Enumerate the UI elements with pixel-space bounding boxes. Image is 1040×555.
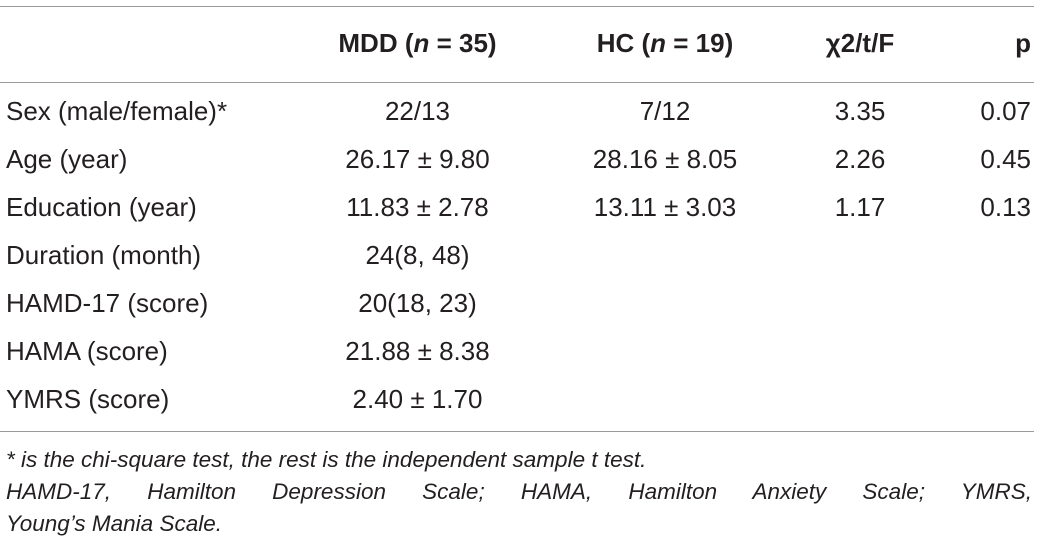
row-label: Sex (male/female)* (6, 96, 228, 126)
cell-p-value (935, 283, 1031, 323)
cell-statistic (785, 283, 935, 323)
table-row: Duration (month) 24(8, 48) (0, 235, 1040, 275)
header-p-value: p (1015, 28, 1031, 58)
cell-hc (545, 331, 785, 371)
table-row: Education (year) 11.83 ± 2.78 13.11 ± 3.03… (0, 187, 1040, 227)
table-row: YMRS (score) 2.40 ± 1.70 (0, 379, 1040, 419)
cell-p-value (935, 331, 1031, 371)
cell-statistic (785, 379, 935, 419)
footnote-abbreviations-cont: Young’s Mania Scale. (6, 511, 222, 536)
cell-p-value: 0.13 (980, 192, 1031, 222)
cell-hc: 7/12 (639, 96, 691, 126)
table-row: Sex (male/female)* 22/13 7/12 3.35 0.07 (0, 91, 1040, 131)
cell-mdd: 26.17 ± 9.80 (345, 144, 490, 174)
cell-p-value: 0.07 (980, 96, 1031, 126)
cell-hc: 13.11 ± 3.03 (593, 192, 737, 222)
cell-p-value (935, 379, 1031, 419)
cell-hc (545, 283, 785, 323)
cell-statistic: 1.17 (834, 192, 886, 222)
cell-mdd: 21.88 ± 8.38 (345, 336, 490, 366)
cell-hc (545, 235, 785, 275)
cell-mdd: 2.40 ± 1.70 (352, 384, 483, 414)
table-row: Age (year) 26.17 ± 9.80 28.16 ± 8.05 2.26 0.… (0, 139, 1040, 179)
table-bottom-rule (0, 431, 1034, 432)
header-hc: HC (n = 19) (596, 28, 734, 58)
row-label: Age (year) (6, 144, 128, 174)
cell-p-value: 0.45 (980, 144, 1031, 174)
cell-statistic: 2.26 (834, 144, 886, 174)
cell-mdd: 24(8, 48) (365, 240, 470, 270)
row-label: Duration (month) (6, 240, 202, 270)
table-header-rule (0, 82, 1034, 83)
table-row: HAMA (score) 21.88 ± 8.38 (0, 331, 1040, 371)
cell-hc (545, 379, 785, 419)
header-mdd: MDD (n = 35) (338, 28, 497, 58)
table-top-rule (0, 6, 1034, 7)
cell-hc: 28.16 ± 8.05 (592, 144, 738, 174)
row-label: HAMA (score) (6, 336, 168, 366)
cell-statistic: 3.35 (834, 96, 886, 126)
footnote-abbreviations: HAMD-17, Hamilton Depression Scale; HAMA… (6, 479, 1032, 504)
cell-mdd: 22/13 (384, 96, 451, 126)
row-label: HAMD-17 (score) (6, 288, 209, 318)
footnote-test-note: * is the chi-square test, the rest is th… (6, 447, 647, 472)
table-header-row: MDD (n = 35) HC (n = 19) χ2/t/F p (0, 23, 1040, 63)
cell-mdd: 11.83 ± 2.78 (346, 192, 489, 222)
cell-p-value (935, 235, 1031, 275)
cell-mdd: 20(18, 23) (358, 288, 477, 318)
row-label: Education (year) (6, 192, 197, 222)
cell-statistic (785, 331, 935, 371)
table-row: HAMD-17 (score) 20(18, 23) (0, 283, 1040, 323)
cell-statistic (785, 235, 935, 275)
row-label: YMRS (score) (6, 384, 170, 414)
header-statistic: χ2/t/F (825, 28, 895, 58)
